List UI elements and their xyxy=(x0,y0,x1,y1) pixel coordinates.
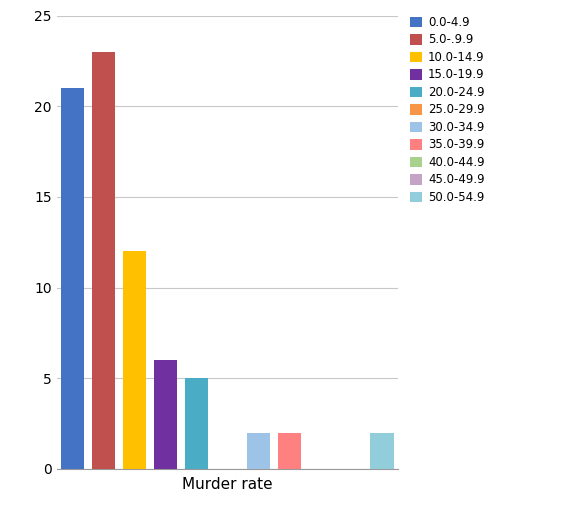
Bar xyxy=(153,360,177,469)
Bar xyxy=(278,432,301,469)
Legend: 0.0-4.9, 5.0-.9.9, 10.0-14.9, 15.0-19.9, 20.0-24.9, 25.0-29.9, 30.0-34.9, 35.0-3: 0.0-4.9, 5.0-.9.9, 10.0-14.9, 15.0-19.9,… xyxy=(407,13,488,207)
Bar xyxy=(91,52,115,469)
Bar xyxy=(61,88,84,469)
Bar xyxy=(185,378,208,469)
Bar xyxy=(370,432,394,469)
Bar xyxy=(247,432,270,469)
X-axis label: Murder rate: Murder rate xyxy=(182,477,273,492)
Bar xyxy=(123,251,146,469)
